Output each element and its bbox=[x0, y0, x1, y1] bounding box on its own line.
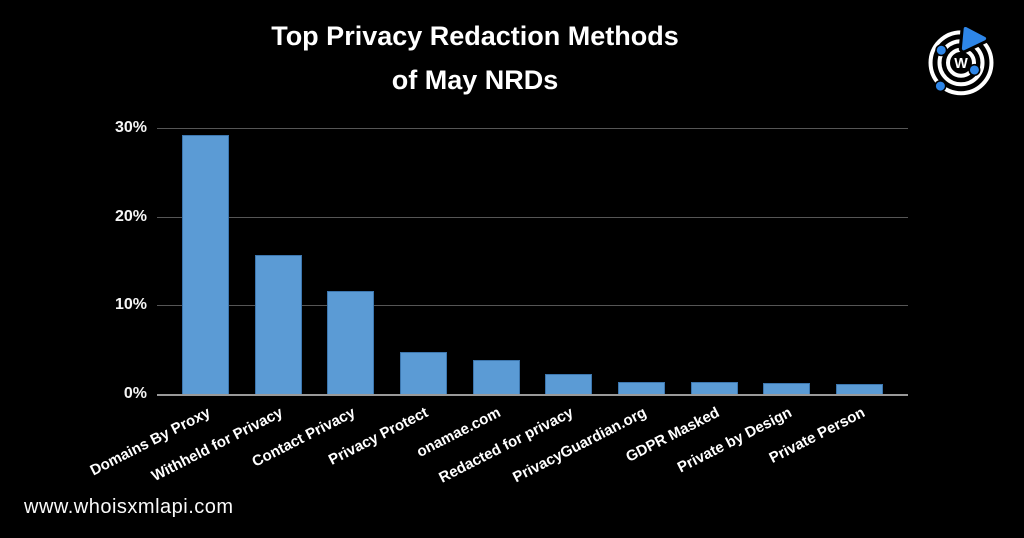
logo-dot-upper-left bbox=[935, 44, 948, 57]
y-tick-label: 0% bbox=[123, 385, 147, 402]
bar bbox=[618, 381, 666, 394]
bar bbox=[472, 360, 520, 394]
bar bbox=[399, 352, 447, 394]
page-title: Top Privacy Redaction Methods of May NRD… bbox=[0, 14, 950, 102]
bar-chart: 0% 10% 20% 30% Domains By Proxy Withheld for… bbox=[87, 119, 908, 487]
bar bbox=[254, 254, 302, 394]
gridline bbox=[157, 128, 908, 129]
category-label: Withheld for Privacy bbox=[148, 404, 286, 485]
category-label: Redacted for privacy bbox=[436, 404, 577, 487]
whoisxmlapi-logo-icon: W bbox=[928, 23, 994, 96]
category-label: PrivacyGuardian.org bbox=[510, 404, 650, 487]
title-line-1: Top Privacy Redaction Methods bbox=[271, 21, 679, 51]
logo-wedge bbox=[961, 26, 987, 51]
bar bbox=[690, 382, 738, 394]
title-line-2: of May NRDs bbox=[391, 65, 559, 95]
watermark-url: www.whoisxmlapi.com bbox=[24, 496, 234, 518]
gridline bbox=[157, 216, 908, 218]
y-tick-label: 10% bbox=[114, 296, 147, 314]
bar bbox=[763, 383, 811, 394]
plot-area bbox=[157, 128, 908, 396]
bar bbox=[181, 135, 229, 394]
bar bbox=[545, 373, 593, 394]
logo-letter: W bbox=[954, 56, 968, 72]
logo-dot-right bbox=[968, 63, 981, 77]
logo-dot-lower-left bbox=[934, 80, 947, 93]
y-tick-label: 20% bbox=[114, 207, 147, 225]
bar bbox=[327, 291, 375, 394]
gridline bbox=[157, 305, 908, 307]
bar bbox=[836, 384, 884, 394]
y-tick-label: 30% bbox=[114, 119, 147, 136]
